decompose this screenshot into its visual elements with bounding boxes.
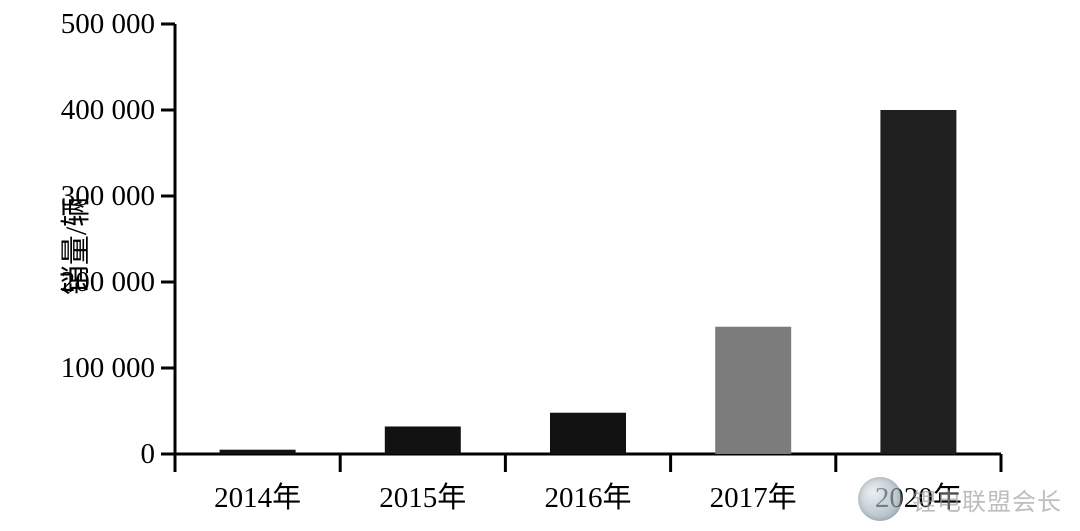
x-tick-label: 2017年 bbox=[693, 474, 813, 516]
bar bbox=[385, 426, 461, 454]
y-tick-label: 0 bbox=[141, 438, 156, 471]
y-tick-label: 200 000 bbox=[61, 266, 155, 299]
x-tick-label: 2016年 bbox=[528, 474, 648, 516]
y-tick-label: 100 000 bbox=[61, 352, 155, 385]
watermark-text: 锂电联盟会长 bbox=[912, 482, 1062, 517]
watermark: 锂电联盟会长 bbox=[858, 477, 1062, 521]
x-tick-label: 2015年 bbox=[363, 474, 483, 516]
chart-svg bbox=[0, 0, 1080, 531]
y-tick-label: 300 000 bbox=[61, 180, 155, 213]
y-tick-label: 400 000 bbox=[61, 94, 155, 127]
bar bbox=[220, 450, 296, 454]
x-tick-label: 2014年 bbox=[198, 474, 318, 516]
bar bbox=[550, 413, 626, 454]
bar bbox=[715, 327, 791, 454]
sales-bar-chart: 销量/辆 0100 000200 000300 000400 000500 00… bbox=[0, 0, 1080, 531]
y-tick-label: 500 000 bbox=[61, 8, 155, 41]
bar bbox=[880, 110, 956, 454]
watermark-avatar bbox=[858, 477, 902, 521]
